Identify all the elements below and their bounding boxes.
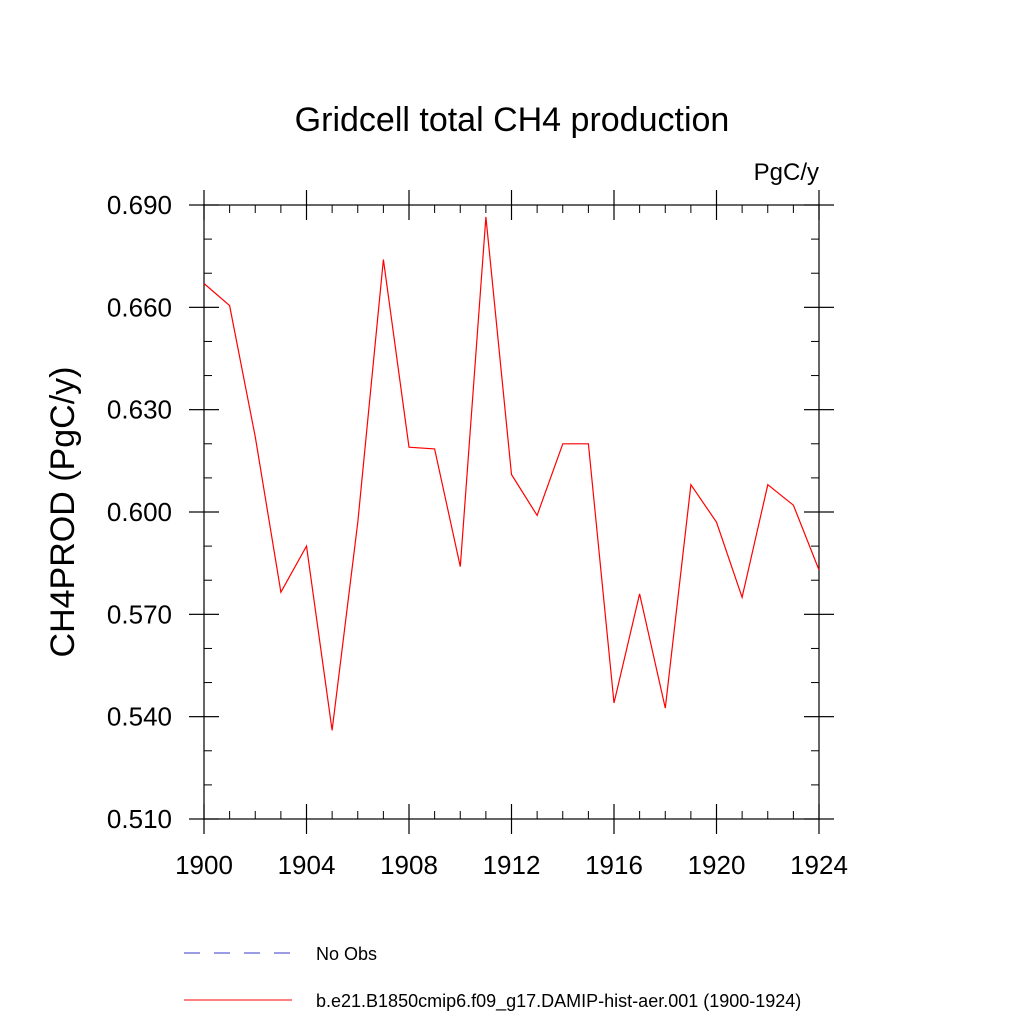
x-tick-label: 1900 (175, 850, 233, 880)
y-tick-label: 0.630 (107, 395, 172, 425)
x-tick-label: 1912 (483, 850, 541, 880)
y-axis-label: CH4PROD (PgC/y) (44, 367, 82, 658)
legend-label: b.e21.B1850cmip6.f09_g17.DAMIP-hist-aer.… (316, 991, 801, 1012)
x-tick-label: 1908 (380, 850, 438, 880)
legend: No Obs b.e21.B1850cmip6.f09_g17.DAMIP-his… (184, 944, 801, 1012)
plot-frame (203, 204, 820, 820)
y-tick-label: 0.690 (107, 190, 172, 220)
y-tick-label: 0.660 (107, 292, 172, 322)
series-line (203, 216, 820, 731)
chart-title: Gridcell total CH4 production (295, 101, 730, 139)
y-tick-label: 0.570 (107, 599, 172, 629)
x-tick-label: 1924 (790, 850, 848, 880)
plot-area: 1900 1904 1908 1912 1916 1920 1924 0.510 0.540 0.… (107, 190, 848, 880)
x-tick-label: 1916 (585, 850, 643, 880)
y-tick-label: 0.540 (107, 702, 172, 732)
y-tick-label: 0.510 (107, 804, 172, 834)
x-tick-label: 1920 (688, 850, 746, 880)
units-label: PgC/y (754, 159, 819, 186)
y-tick-label: 0.600 (107, 497, 172, 527)
x-tick-label: 1904 (278, 850, 336, 880)
legend-label: No Obs (316, 944, 377, 964)
